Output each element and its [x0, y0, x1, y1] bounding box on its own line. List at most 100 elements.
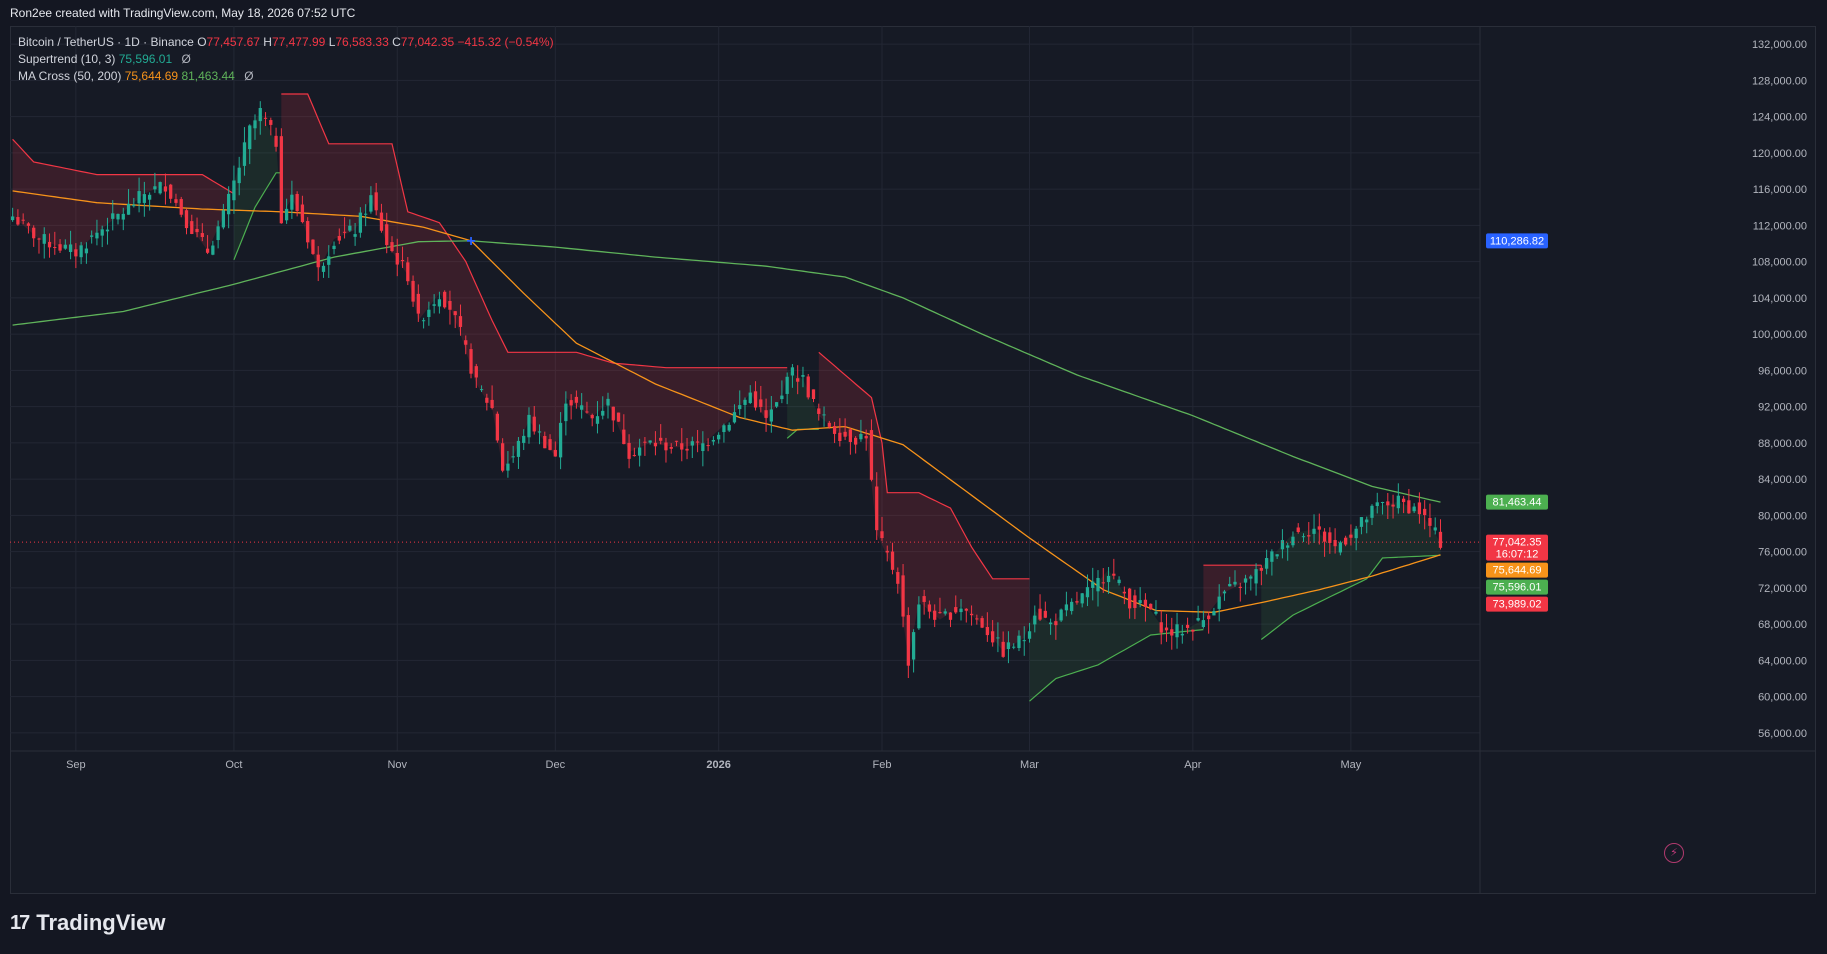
price-label-text: 73,989.02 [1493, 599, 1542, 611]
candle-body [184, 210, 189, 229]
lightning-icon[interactable]: ⚡ [1664, 843, 1684, 863]
candle-body [1354, 528, 1358, 539]
candle-body [875, 486, 879, 531]
candle-body [369, 195, 373, 212]
supertrend-fill [1261, 501, 1441, 640]
candle-body [1180, 633, 1184, 636]
candle-body [95, 232, 99, 239]
candle-body [848, 429, 853, 442]
candle-body [395, 252, 399, 265]
x-tick-label: Feb [873, 759, 892, 771]
candle-body [1380, 502, 1385, 504]
x-tick-label: Mar [1020, 759, 1039, 771]
candle-body [263, 117, 268, 119]
candle-body [79, 245, 83, 258]
candle-body [774, 402, 779, 407]
legend-ma-label[interactable]: MA Cross (50, 200) [18, 69, 122, 83]
candle-body [1312, 528, 1316, 534]
candle-body [1117, 579, 1121, 584]
candle-body [158, 182, 162, 194]
candle-body [901, 575, 905, 617]
candle-body [74, 249, 78, 257]
legend-supertrend-row[interactable]: Supertrend (10, 3) 75,596.01 Ø [18, 51, 554, 68]
candle-body [854, 437, 858, 445]
candle-body [1307, 535, 1311, 537]
candle-body [664, 442, 668, 451]
candle-body [1417, 502, 1422, 515]
candle-body [274, 135, 278, 147]
candle-body [1243, 578, 1248, 583]
price-chart[interactable]: +132,000.00 128,000.00 124,000.00 120,000.0… [10, 26, 1816, 894]
candle-body [342, 231, 347, 233]
candle-body [474, 366, 478, 378]
candle-body [643, 441, 647, 443]
candle-body [627, 442, 631, 459]
visibility-icon[interactable]: Ø [181, 52, 191, 66]
candle-body [374, 192, 378, 211]
candle-body [838, 432, 842, 442]
candle-body [632, 455, 636, 457]
candle-body [174, 199, 178, 203]
candle-body [1048, 622, 1053, 625]
chart-legend: Bitcoin / TetherUS · 1D · Binance O77,45… [18, 34, 554, 85]
footer-brand[interactable]: 17 TradingView [10, 910, 165, 936]
candle-body [1296, 527, 1300, 533]
candle-body [232, 180, 236, 201]
candle-body [1075, 601, 1079, 603]
candle-body [790, 367, 795, 376]
candle-body [553, 449, 557, 457]
candle-body [321, 265, 326, 272]
candle-body [195, 228, 199, 233]
candle-body [126, 203, 131, 215]
price-label-text: 75,596.01 [1493, 582, 1542, 594]
y-tick-label: 80,000.00 [1758, 510, 1807, 522]
candle-body [1375, 502, 1379, 507]
candle-body [859, 434, 863, 440]
legend-ma50-value: 75,644.69 [124, 69, 179, 83]
visibility-icon[interactable]: Ø [244, 69, 254, 83]
candle-body [527, 414, 531, 438]
supertrend-fill [787, 370, 819, 439]
candle-body [1407, 500, 1411, 514]
supertrend-line [281, 93, 788, 369]
candle-body [1064, 604, 1069, 611]
candle-body [601, 410, 605, 416]
candle-body [1096, 577, 1100, 592]
candle-body [885, 550, 889, 553]
candle-body [1286, 545, 1290, 548]
candle-body [479, 389, 484, 391]
candle-body [1428, 517, 1432, 526]
candle-body [448, 300, 452, 310]
candle-body [1438, 531, 1443, 548]
legend-ma-row[interactable]: MA Cross (50, 200) 75,644.69 81,463.44 Ø [18, 68, 554, 85]
legend-change: −415.32 (−0.54%) [457, 35, 554, 49]
candle-body [227, 193, 231, 215]
candle-body [1012, 646, 1016, 648]
candle-body [669, 447, 673, 449]
candle-body [569, 400, 573, 406]
candle-body [616, 412, 621, 422]
candle-body [543, 436, 547, 449]
price-label-text: 75,644.69 [1493, 565, 1542, 577]
candle-body [769, 409, 773, 422]
y-tick-label: 88,000.00 [1758, 438, 1807, 450]
candle-body [385, 224, 389, 246]
candle-body [32, 227, 36, 239]
candle-body [1175, 624, 1179, 638]
candle-body [248, 125, 252, 150]
candle-body [1259, 567, 1263, 571]
y-tick-label: 124,000.00 [1752, 112, 1807, 124]
candle-body [311, 239, 315, 254]
legend-supertrend-label[interactable]: Supertrend (10, 3) [18, 52, 116, 66]
legend-symbol[interactable]: Bitcoin / TetherUS · 1D · Binance [18, 35, 194, 49]
candle-body [1038, 608, 1042, 620]
candle-body [116, 213, 120, 220]
candle-body [985, 627, 989, 636]
candle-body [1412, 506, 1416, 512]
candle-body [258, 107, 262, 122]
candle-body [84, 248, 89, 254]
candle-body [801, 375, 805, 377]
candle-body [58, 244, 62, 251]
candle-body [1433, 527, 1437, 531]
y-tick-label: 96,000.00 [1758, 365, 1807, 377]
